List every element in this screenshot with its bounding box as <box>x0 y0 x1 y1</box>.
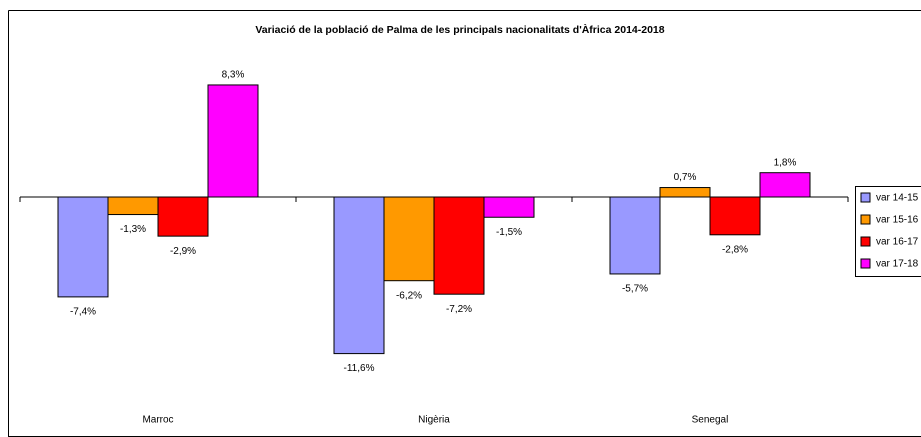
bar <box>57 196 109 298</box>
bar <box>709 196 761 236</box>
chart-title: Variació de la població de Palma de les … <box>255 23 664 36</box>
bar <box>433 196 485 295</box>
legend-swatch <box>860 258 871 269</box>
bar <box>659 187 711 198</box>
legend-label: var 16-17 <box>876 237 919 248</box>
data-label: -5,7% <box>622 284 648 295</box>
data-label: -2,9% <box>170 246 196 257</box>
legend-label: var 17-18 <box>876 259 919 270</box>
data-label: 1,8% <box>774 157 797 168</box>
bar <box>759 172 811 198</box>
data-label: -1,5% <box>496 227 522 238</box>
bar <box>383 196 435 282</box>
data-label: -11,6% <box>344 363 375 374</box>
x-tick-label: Senegal <box>692 415 729 426</box>
bar <box>609 196 661 275</box>
data-label: -7,4% <box>70 307 96 318</box>
data-label: -2,8% <box>722 244 748 255</box>
x-tick-label: Marroc <box>142 415 173 426</box>
bar <box>107 196 159 216</box>
bar <box>207 84 259 198</box>
legend-label: var 15-16 <box>876 215 919 226</box>
data-label: -6,2% <box>396 290 422 301</box>
bar <box>157 196 209 237</box>
bar <box>333 196 385 355</box>
x-tick-label: Nigèria <box>418 415 450 426</box>
legend-label: var 14-15 <box>876 193 919 204</box>
data-label: 8,3% <box>222 70 245 81</box>
data-label: 0,7% <box>674 172 697 183</box>
legend-swatch <box>860 192 871 203</box>
data-label: -7,2% <box>446 304 472 315</box>
data-label: -1,3% <box>120 224 146 235</box>
legend-swatch <box>860 214 871 225</box>
legend-swatch <box>860 236 871 247</box>
bar <box>483 196 535 218</box>
